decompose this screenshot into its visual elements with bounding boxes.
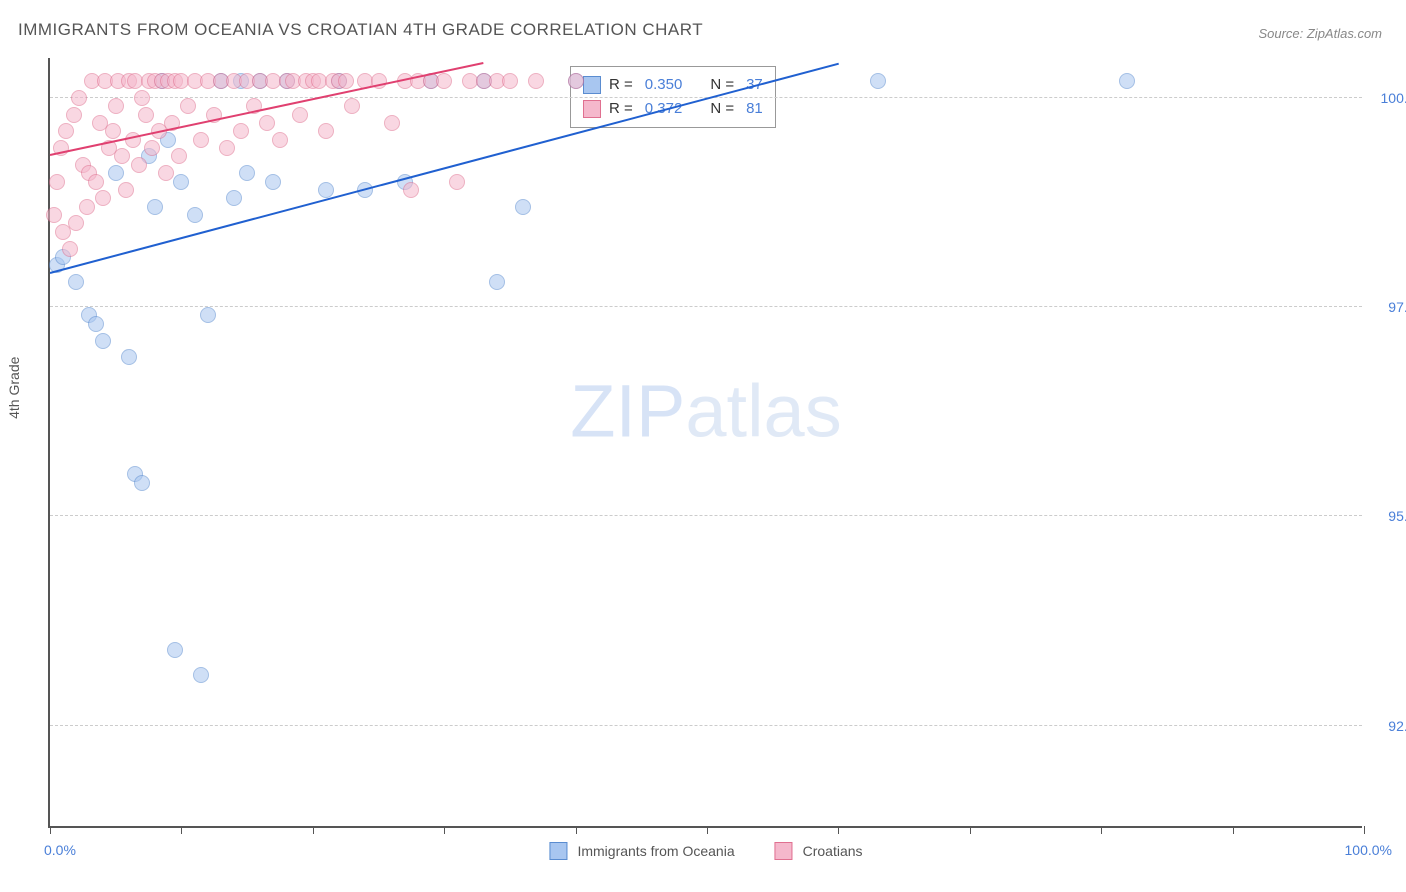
scatter-point [318,123,334,139]
scatter-point [68,274,84,290]
xtick [313,826,314,834]
gridline [50,306,1362,307]
scatter-point [193,132,209,148]
gridline [50,515,1362,516]
xtick [576,826,577,834]
scatter-point [121,349,137,365]
scatter-point [105,123,121,139]
scatter-point [167,642,183,658]
scatter-point [138,107,154,123]
scatter-point [46,207,62,223]
xlabel-max: 100.0% [1345,842,1392,858]
scatter-point [58,123,74,139]
scatter-point [259,115,275,131]
scatter-point [344,98,360,114]
scatter-point [200,307,216,323]
scatter-point [88,174,104,190]
watermark: ZIPatlas [570,369,841,454]
scatter-point [134,475,150,491]
scatter-point [318,182,334,198]
scatter-point [68,215,84,231]
scatter-point [49,174,65,190]
scatter-point [95,333,111,349]
scatter-point [173,174,189,190]
yaxis-title: 4th Grade [6,357,22,419]
scatter-point [79,199,95,215]
xtick [444,826,445,834]
scatter-point [1119,73,1135,89]
scatter-point [134,90,150,106]
legend-row-oceania: R = 0.350 N = 37 [583,73,763,97]
scatter-point [338,73,354,89]
bottom-swatch-croatians [775,842,793,860]
scatter-point [265,174,281,190]
scatter-point [239,165,255,181]
scatter-point [403,182,419,198]
gridline [50,725,1362,726]
xtick [707,826,708,834]
xtick [838,826,839,834]
scatter-point [436,73,452,89]
plot-area: 4th Grade ZIPatlas R = 0.350 N = 37 R = … [48,58,1362,828]
scatter-point [193,667,209,683]
xtick [970,826,971,834]
scatter-point [171,148,187,164]
ytick-label: 100.0% [1368,90,1406,106]
xtick [1101,826,1102,834]
scatter-point [62,241,78,257]
xtick [50,826,51,834]
scatter-point [118,182,134,198]
scatter-point [108,165,124,181]
scatter-point [449,174,465,190]
scatter-point [384,115,400,131]
scatter-point [131,157,147,173]
scatter-point [71,90,87,106]
scatter-point [108,98,124,114]
scatter-point [219,140,235,156]
ytick-label: 95.0% [1368,508,1406,524]
scatter-point [144,140,160,156]
scatter-point [528,73,544,89]
scatter-point [870,73,886,89]
scatter-point [489,274,505,290]
scatter-point [180,98,196,114]
scatter-point [147,199,163,215]
scatter-point [66,107,82,123]
scatter-point [226,190,242,206]
scatter-point [515,199,531,215]
scatter-point [95,190,111,206]
xlabel-min: 0.0% [44,842,76,858]
scatter-point [114,148,130,164]
ytick-label: 92.5% [1368,718,1406,734]
scatter-point [187,207,203,223]
bottom-label-oceania: Immigrants from Oceania [577,843,734,859]
bottom-legend: Immigrants from Oceania Croatians [549,842,862,860]
scatter-point [158,165,174,181]
legend-row-croatians: R = 0.372 N = 81 [583,97,763,121]
scatter-point [568,73,584,89]
scatter-point [502,73,518,89]
chart-title: IMMIGRANTS FROM OCEANIA VS CROATIAN 4TH … [18,20,703,40]
scatter-point [88,316,104,332]
xtick [1364,826,1365,834]
scatter-point [233,123,249,139]
ytick-label: 97.5% [1368,299,1406,315]
scatter-point [292,107,308,123]
source-credit: Source: ZipAtlas.com [1258,26,1382,41]
xtick [1233,826,1234,834]
scatter-point [272,132,288,148]
bottom-swatch-oceania [549,842,567,860]
swatch-oceania [583,76,601,94]
swatch-croatians [583,100,601,118]
xtick [181,826,182,834]
bottom-label-croatians: Croatians [803,843,863,859]
